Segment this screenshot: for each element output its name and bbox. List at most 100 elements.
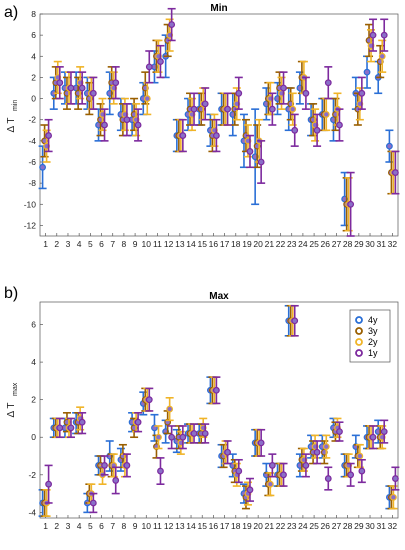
x-tick-label: 1 — [43, 521, 48, 531]
x-tick-label: 32 — [388, 239, 398, 249]
data-point — [322, 111, 330, 118]
data-point — [302, 89, 310, 97]
x-tick-label: 3 — [66, 521, 71, 531]
y-tick-label: -8 — [28, 178, 36, 188]
data-point — [324, 79, 332, 87]
x-tick-label: 17 — [220, 239, 230, 249]
data-point — [291, 317, 299, 325]
y-tick-label: 4 — [31, 357, 36, 367]
y-tick-label: -2 — [28, 470, 36, 480]
x-tick-label: 6 — [99, 239, 104, 249]
x-tick-label: 25 — [309, 239, 319, 249]
x-tick-label: 18 — [231, 521, 241, 531]
legend-label-2y: 2y — [368, 337, 378, 347]
y-tick-label: 6 — [31, 320, 36, 330]
data-point — [201, 100, 209, 108]
data-point — [257, 439, 265, 447]
data-point — [336, 121, 343, 129]
data-point — [179, 433, 187, 441]
data-point — [257, 158, 265, 166]
data-point — [235, 89, 243, 97]
x-tick-label: 22 — [276, 239, 286, 249]
data-point — [157, 58, 164, 65]
x-tick-label: 16 — [209, 521, 219, 531]
data-point — [166, 405, 174, 413]
data-point — [356, 452, 364, 460]
y-tick-label: 6 — [31, 30, 36, 40]
data-point — [224, 448, 231, 456]
data-point — [134, 121, 142, 129]
data-point — [123, 462, 131, 469]
data-point — [380, 428, 388, 436]
panel-b-label: b) — [4, 285, 18, 302]
data-point — [369, 31, 377, 39]
data-point — [123, 116, 131, 124]
data-point — [155, 433, 162, 441]
y-tick-label: -10 — [24, 199, 37, 209]
y-tick-label: 0 — [31, 432, 36, 442]
data-point — [201, 430, 209, 437]
data-point — [313, 126, 321, 134]
x-tick-label: 27 — [332, 521, 342, 531]
x-tick-label: 31 — [376, 521, 386, 531]
x-tick-label: 32 — [388, 521, 398, 531]
plot-frame — [39, 301, 399, 519]
x-tick-label: 15 — [197, 239, 207, 249]
plot-frame — [39, 13, 399, 237]
x-tick-label: 30 — [365, 239, 375, 249]
x-tick-label: 7 — [110, 521, 115, 531]
data-point — [78, 84, 86, 92]
x-tick-label: 8 — [122, 239, 127, 249]
x-tick-label: 29 — [354, 521, 364, 531]
x-tick-label: 6 — [99, 521, 104, 531]
data-point — [45, 480, 52, 488]
data-point — [246, 148, 254, 155]
data-point — [235, 467, 243, 475]
data-point — [289, 105, 297, 113]
legend-marker-2y — [355, 338, 363, 346]
x-tick-label: 4 — [77, 521, 82, 531]
y-tick-label: 4 — [31, 51, 36, 61]
y-tick-label: -4 — [28, 507, 36, 517]
data-point — [143, 95, 151, 102]
legend-label-3y: 3y — [368, 326, 378, 336]
data-point — [213, 386, 220, 394]
x-tick-label: 13 — [175, 521, 185, 531]
data-point — [78, 418, 86, 426]
y-tick-label: -6 — [28, 157, 36, 167]
data-point — [313, 448, 321, 456]
data-point — [347, 200, 355, 208]
data-point — [378, 52, 386, 60]
data-point — [380, 31, 388, 39]
y-tick-label: 8 — [31, 9, 36, 19]
data-point — [363, 68, 371, 76]
x-tick-label: 2 — [54, 521, 59, 531]
x-tick-label: 19 — [242, 239, 252, 249]
data-point — [268, 105, 276, 113]
data-point — [179, 132, 187, 139]
x-tick-label: 20 — [253, 239, 263, 249]
y-axis-label: Δ T max — [6, 382, 19, 417]
data-point — [324, 475, 332, 482]
data-point — [89, 89, 97, 97]
x-tick-label: 31 — [376, 239, 386, 249]
legend-label-4y: 4y — [368, 315, 378, 325]
data-point — [101, 462, 108, 469]
y-axis-label-sub: min — [12, 100, 19, 111]
data-point — [213, 132, 220, 139]
data-point — [246, 486, 254, 494]
x-tick-label: 18 — [231, 239, 241, 249]
data-point — [56, 424, 64, 432]
y-tick-label: 0 — [31, 94, 36, 104]
data-point — [386, 142, 393, 150]
x-tick-label: 5 — [88, 521, 93, 531]
x-tick-label: 12 — [164, 521, 174, 531]
x-tick-label: 29 — [354, 239, 364, 249]
x-tick-label: 15 — [197, 521, 207, 531]
y-axis-label-sub: max — [12, 382, 19, 396]
y-axis-label-text: Δ T — [6, 117, 17, 132]
data-point — [134, 418, 142, 426]
x-tick-label: 9 — [133, 239, 138, 249]
x-tick-label: 17 — [220, 521, 230, 531]
data-point — [168, 433, 176, 441]
